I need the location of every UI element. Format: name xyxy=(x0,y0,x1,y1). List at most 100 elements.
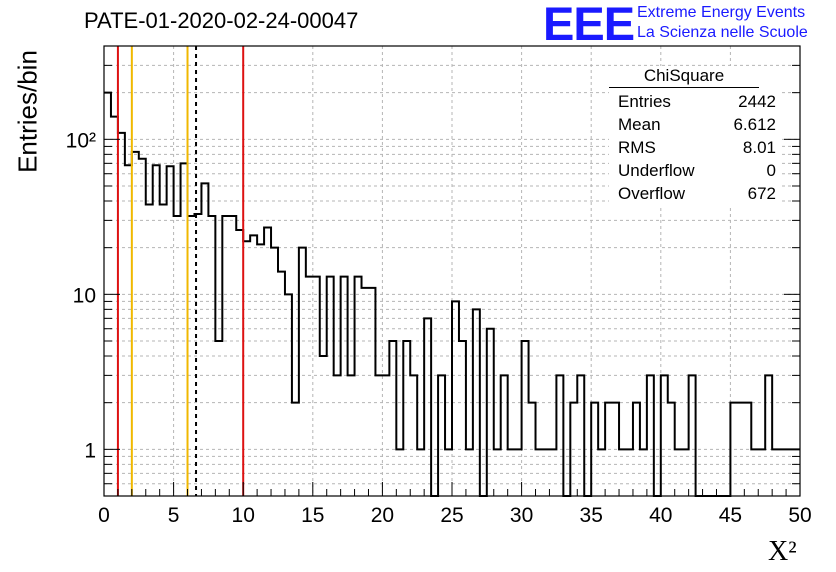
stats-label: Underflow xyxy=(618,161,695,180)
logo-line-2: La Scienza nelle Scuole xyxy=(637,24,808,41)
x-tick-label: 25 xyxy=(440,504,463,527)
histogram-bin xyxy=(591,403,598,496)
stats-label: RMS xyxy=(618,138,656,157)
histogram-bin xyxy=(334,375,341,496)
histogram-bin xyxy=(341,277,348,496)
histogram-bin xyxy=(118,133,125,496)
histogram-bin xyxy=(619,449,626,496)
stats-row-rms: RMS 8.01 xyxy=(609,136,776,159)
histogram-bin xyxy=(278,272,285,496)
histogram-bin xyxy=(640,449,647,496)
histogram-bin xyxy=(487,329,494,496)
logo-line-1: Extreme Energy Events xyxy=(637,4,806,21)
histogram-bin xyxy=(556,375,563,496)
histogram-bin xyxy=(139,159,146,496)
x-tick-label: 30 xyxy=(510,504,533,527)
histogram-bin xyxy=(215,341,222,496)
histogram-bin xyxy=(529,403,536,496)
histogram-bin xyxy=(605,403,612,496)
histogram-bin xyxy=(174,216,181,496)
histogram-bin xyxy=(786,449,793,496)
histogram-bin xyxy=(320,356,327,496)
x-tick-label: 40 xyxy=(649,504,672,527)
histogram-bin xyxy=(250,235,257,496)
x-tick-label: 50 xyxy=(788,504,811,527)
histogram-bin xyxy=(445,449,452,496)
histogram-bin xyxy=(494,449,501,496)
histogram-bin xyxy=(271,248,278,496)
histogram-bin xyxy=(737,403,744,496)
histogram-bin xyxy=(668,403,675,496)
stats-box: ChiSquare Entries 2442 Mean 6.612 RMS 8.… xyxy=(609,66,779,205)
histogram-bin xyxy=(410,375,417,496)
histogram-bin xyxy=(188,216,195,496)
histogram-bin xyxy=(146,204,153,496)
x-tick-label: 15 xyxy=(301,504,324,527)
histogram-bin xyxy=(730,403,737,496)
y-tick-label: 10² xyxy=(66,129,96,152)
histogram-bin xyxy=(515,449,522,496)
histogram-bin xyxy=(313,277,320,496)
histogram-bin xyxy=(348,375,355,496)
histogram-bin xyxy=(389,341,396,496)
histogram-bin xyxy=(466,449,473,496)
histogram-bin xyxy=(368,288,375,496)
x-tick-label: 20 xyxy=(371,504,394,527)
histogram-bin xyxy=(375,375,382,496)
histogram-bin xyxy=(689,375,696,496)
plot-title: PATE-01-2020-02-24-00047 xyxy=(84,8,359,33)
histogram-bin xyxy=(438,375,445,496)
histogram-bin xyxy=(675,449,682,496)
histogram-bin xyxy=(382,375,389,496)
histogram-bin xyxy=(598,449,605,496)
histogram-bin xyxy=(125,165,132,496)
histogram-bin xyxy=(452,301,459,496)
histogram-bin xyxy=(299,248,306,496)
y-axis-label: Entries/bin xyxy=(12,50,43,173)
stats-value: 8.01 xyxy=(742,138,776,157)
histogram-bin xyxy=(222,216,229,496)
x-axis-label: X² xyxy=(768,536,797,567)
x-tick-label: 5 xyxy=(168,504,180,527)
histogram-bin xyxy=(682,449,689,496)
histogram-bin xyxy=(264,227,271,496)
stats-row-underflow: Underflow 0 xyxy=(609,159,776,182)
histogram-bin xyxy=(132,152,139,496)
x-tick-label: 35 xyxy=(580,504,603,527)
histogram-bin xyxy=(779,449,786,496)
stats-title: ChiSquare xyxy=(609,66,759,88)
histogram-bin xyxy=(201,183,208,496)
histogram-bin xyxy=(612,403,619,496)
histogram-bin xyxy=(362,288,369,496)
histogram-bin xyxy=(626,449,633,496)
histogram-bin xyxy=(751,449,758,496)
stats-label: Entries xyxy=(618,92,671,111)
histogram-bin xyxy=(577,375,584,496)
histogram-bin xyxy=(536,449,543,496)
histogram-bin xyxy=(243,241,250,496)
histogram-bin xyxy=(306,277,313,496)
histogram-bin xyxy=(257,244,264,496)
histogram-bin xyxy=(772,449,779,496)
histogram-bin xyxy=(647,375,654,496)
x-tick-label: 10 xyxy=(232,504,255,527)
y-tick-label: 10 xyxy=(73,284,96,307)
stats-row-mean: Mean 6.612 xyxy=(609,113,776,136)
stats-value: 2442 xyxy=(738,92,776,111)
stats-value: 0 xyxy=(766,161,776,180)
histogram-bin xyxy=(633,403,640,496)
logo-caption: Extreme Energy Events La Scienza nelle S… xyxy=(637,3,808,43)
eee-logo: EEE xyxy=(543,0,635,50)
histogram-bin xyxy=(522,341,529,496)
histogram-bin xyxy=(459,341,466,496)
stats-row-entries: Entries 2442 xyxy=(609,90,776,113)
stats-row-overflow: Overflow 672 xyxy=(609,182,776,205)
histogram-bin xyxy=(229,216,236,496)
histogram-bin xyxy=(758,449,765,496)
histogram-bin xyxy=(501,375,508,496)
histogram-bin xyxy=(396,449,403,496)
histogram-bin xyxy=(236,230,243,496)
histogram-bin xyxy=(160,204,167,496)
histogram-bin xyxy=(327,277,334,496)
histogram-bin xyxy=(208,216,215,496)
